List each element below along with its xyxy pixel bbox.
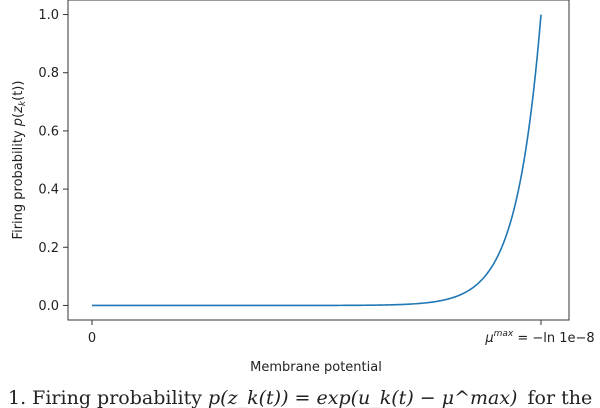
y-axis: 0.0 0.2 0.4 0.6 0.8 1.0 bbox=[38, 8, 68, 314]
x-tick-label-0: 0 bbox=[88, 331, 96, 346]
y-tick-label-0: 0.0 bbox=[38, 299, 59, 314]
x-tick-label-1: μmax = −ln 1e−8 bbox=[484, 329, 594, 346]
axes-frame bbox=[67, 0, 570, 321]
x-axis-label: Membrane potential bbox=[250, 360, 382, 375]
y-tick-label-1: 0.2 bbox=[38, 241, 59, 256]
series-layer bbox=[92, 14, 542, 307]
caption-text: 1. Firing probability p(z_k(t)) = exp(u_… bbox=[8, 387, 592, 408]
y-tick-label-4: 0.8 bbox=[38, 66, 59, 81]
y-axis-label: Firing probability p(zk(t)) bbox=[11, 81, 28, 240]
series-line-0 bbox=[92, 14, 542, 307]
plot-area bbox=[67, 0, 570, 321]
y-tick-label-5: 1.0 bbox=[38, 8, 59, 23]
x-axis: 0 μmax = −ln 1e−8 bbox=[88, 320, 595, 346]
y-tick-label-3: 0.6 bbox=[38, 124, 59, 139]
y-tick-label-2: 0.4 bbox=[38, 183, 59, 198]
